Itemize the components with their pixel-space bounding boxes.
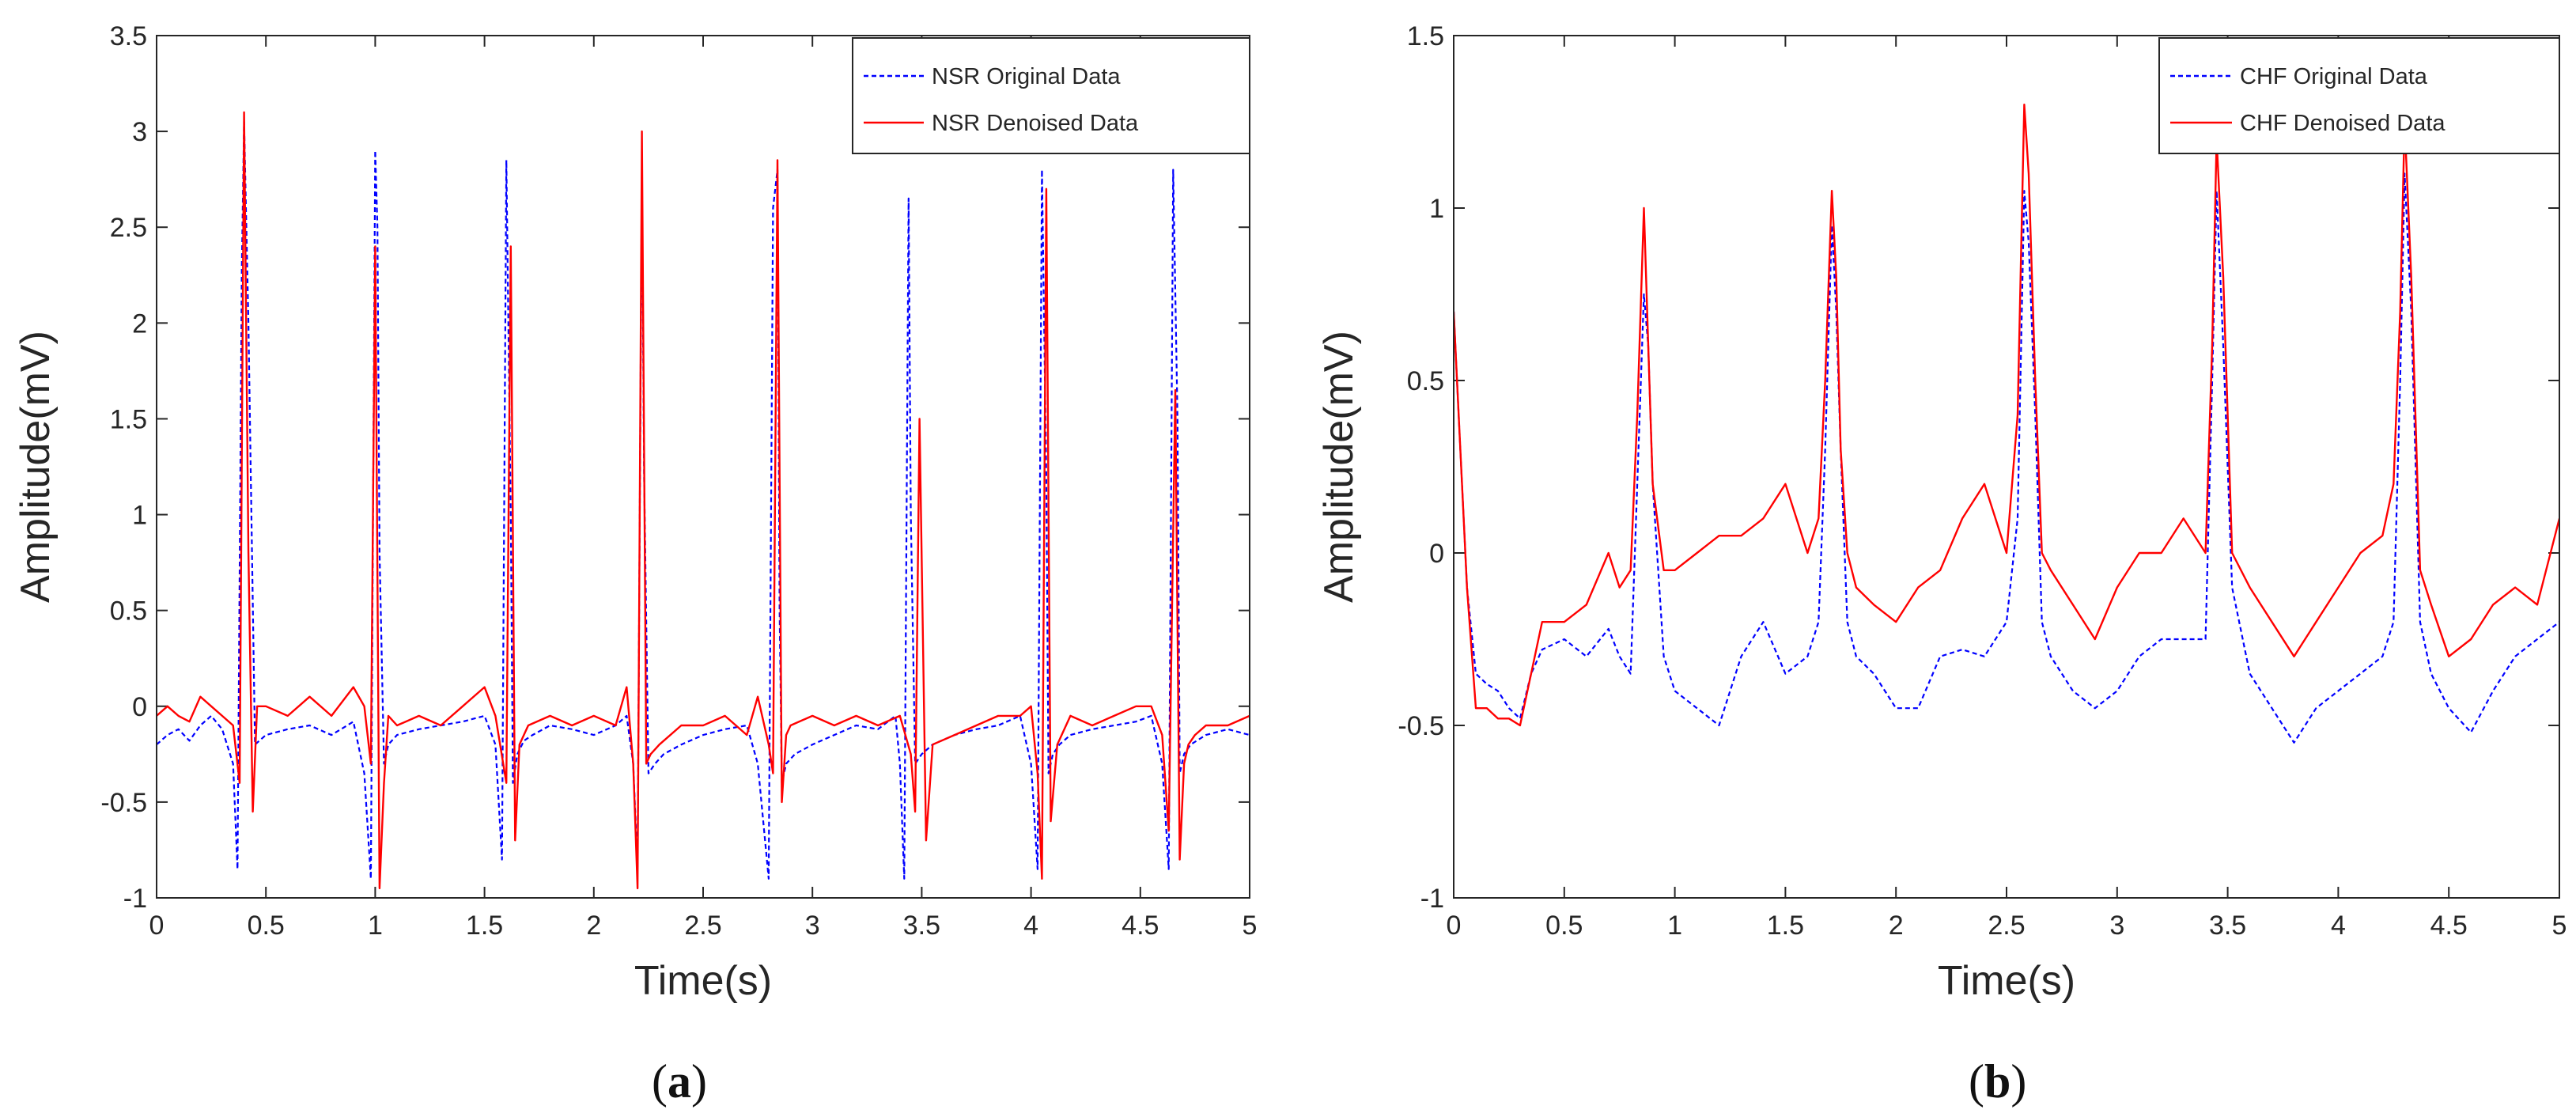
- panel-b-axes-box: [1453, 35, 2560, 899]
- panel-a-xtick-label: 1.5: [466, 911, 503, 941]
- panel-a-caption-open: (: [652, 1055, 668, 1108]
- panel-a-legend-box: [852, 37, 1250, 154]
- panel-a: 0 0.5 1 1.5 2 2.5 3 3.5 4 4.5 5 -1 -0.5 0 0.5 1 1.5 2 2.5 3…: [13, 21, 1257, 1108]
- panel-a-ticks: 0 0.5 1 1.5 2 2.5 3 3.5 4 4.5 5 -1 -0.5 0 0.5 1 1.5 2 2.5 3…: [100, 21, 1257, 941]
- panel-b-xtick-label: 3: [2109, 911, 2124, 941]
- panel-a-ytick-label: 2.5: [110, 213, 147, 243]
- panel-b-ytick-label: -0.5: [1398, 711, 1444, 741]
- panel-b-ytick-label: 1: [1429, 194, 1444, 224]
- panel-a-ylabel: Amplitude(mV): [13, 331, 59, 603]
- panel-b-xtick-label: 2.5: [1988, 911, 2025, 941]
- panel-a-ytick-label: -0.5: [100, 788, 147, 818]
- panel-b-legend: CHF Original Data CHF Denoised Data: [2158, 37, 2560, 154]
- panel-a-ytick-label: 1: [132, 501, 147, 531]
- panel-a-xtick-label: 3: [805, 911, 820, 941]
- panel-a-lines: [157, 111, 1250, 890]
- panel-a-xtick-label: 1: [368, 911, 383, 941]
- panel-b-caption: (b): [1969, 1055, 2026, 1108]
- panel-b-caption-open: (: [1969, 1055, 1984, 1108]
- panel-b: 0 0.5 1 1.5 2 2.5 3 3.5 4 4.5 5 -1 -0.5 0 0.5 1 1.5 Ampl…: [1316, 21, 2567, 1108]
- panel-a-xtick-label: 0.5: [248, 911, 285, 941]
- panel-a-ytick-label: -1: [123, 884, 147, 914]
- panel-a-series-original-line: [157, 120, 1250, 880]
- panel-a-series-denoised-line: [157, 111, 1250, 890]
- panel-b-xtick-label: 3.5: [2209, 911, 2246, 941]
- panel-b-caption-close: ): [2010, 1055, 2026, 1108]
- panel-b-caption-letter: b: [1984, 1055, 2010, 1108]
- panel-a-caption-close: ): [691, 1055, 707, 1108]
- panel-a-ytick-label: 3.5: [110, 21, 147, 51]
- panel-b-ytick-label: 0.5: [1407, 366, 1444, 396]
- panel-a-xtick-label: 2: [586, 911, 601, 941]
- panel-a-axes-box: [156, 35, 1250, 899]
- panel-b-series-denoised-line: [1454, 103, 2559, 727]
- panel-a-legend-denoised-label: NSR Denoised Data: [932, 111, 1139, 136]
- panel-b-ytick-label: -1: [1420, 884, 1444, 914]
- panel-b-legend-denoised-label: CHF Denoised Data: [2240, 111, 2445, 136]
- panel-b-ylabel: Amplitude(mV): [1316, 331, 1362, 603]
- panel-a-ytick-label: 0: [132, 692, 147, 722]
- panel-b-xtick-label: 2: [1889, 911, 1904, 941]
- panel-b-xtick-label: 0: [1447, 911, 1462, 941]
- panel-b-lines: [1454, 103, 2559, 744]
- panel-b-series-original-line: [1454, 172, 2559, 744]
- panel-b-xlabel: Time(s): [1938, 958, 2075, 1004]
- panel-a-xtick-label: 5: [1243, 911, 1258, 941]
- panel-a-xlabel: Time(s): [634, 958, 772, 1004]
- panel-b-xtick-label: 0.5: [1545, 911, 1583, 941]
- panel-b-legend-original-label: CHF Original Data: [2240, 64, 2428, 89]
- panel-a-caption: (a): [652, 1055, 707, 1108]
- panel-a-ytick-label: 2: [132, 309, 147, 339]
- panel-a-ytick-label: 3: [132, 117, 147, 147]
- panel-b-xtick-label: 5: [2552, 911, 2567, 941]
- panel-a-legend-original-label: NSR Original Data: [932, 64, 1121, 89]
- panel-b-legend-box: [2158, 37, 2560, 154]
- panel-a-ytick-label: 1.5: [110, 404, 147, 434]
- panel-b-xtick-label: 4.5: [2430, 911, 2468, 941]
- panel-a-legend: NSR Original Data NSR Denoised Data: [852, 37, 1250, 154]
- panel-a-xtick-label: 4: [1023, 911, 1038, 941]
- panel-a-xtick-label: 3.5: [903, 911, 940, 941]
- panel-b-ticks: 0 0.5 1 1.5 2 2.5 3 3.5 4 4.5 5 -1 -0.5 0 0.5 1 1.5: [1398, 21, 2567, 941]
- panel-b-xtick-label: 1: [1667, 911, 1682, 941]
- panel-a-xtick-label: 2.5: [684, 911, 721, 941]
- panel-b-xtick-label: 4: [2331, 911, 2346, 941]
- panel-a-xtick-label: 0: [149, 911, 165, 941]
- panel-b-ytick-label: 0: [1429, 539, 1444, 569]
- panel-b-ytick-label: 1.5: [1407, 21, 1444, 51]
- panel-a-caption-letter: a: [668, 1055, 691, 1108]
- panel-b-xtick-label: 1.5: [1767, 911, 1804, 941]
- panel-a-ytick-label: 0.5: [110, 596, 147, 627]
- panel-a-xtick-label: 4.5: [1122, 911, 1159, 941]
